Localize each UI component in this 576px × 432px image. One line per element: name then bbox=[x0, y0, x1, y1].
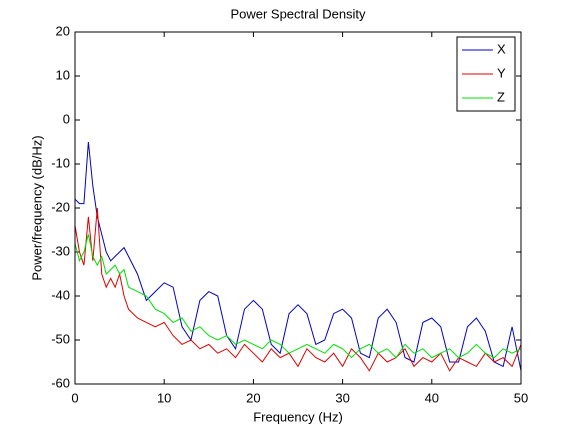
x-tick-label: 0 bbox=[71, 390, 78, 405]
series-line bbox=[74, 141, 522, 371]
x-tick-label: 20 bbox=[246, 390, 260, 405]
x-axis-label: Frequency (Hz) bbox=[253, 409, 343, 424]
legend-label: Y bbox=[497, 65, 506, 80]
x-tick-label: 40 bbox=[425, 390, 439, 405]
series-line bbox=[74, 234, 522, 359]
series-line bbox=[74, 207, 522, 372]
x-tick-label: 30 bbox=[335, 390, 349, 405]
y-tick-label: -10 bbox=[51, 155, 70, 170]
legend-label: Z bbox=[497, 89, 505, 104]
chart-title: Power Spectral Density bbox=[230, 6, 366, 21]
y-tick-label: 20 bbox=[56, 23, 70, 38]
y-tick-label: 0 bbox=[63, 111, 70, 126]
legend-label: X bbox=[497, 41, 506, 56]
y-tick-label: 10 bbox=[56, 67, 70, 82]
y-tick-label: -60 bbox=[51, 375, 70, 390]
plot-frame bbox=[74, 31, 522, 385]
x-tick-label: 50 bbox=[514, 390, 528, 405]
x-tick-label: 10 bbox=[157, 390, 171, 405]
y-tick-label: -40 bbox=[51, 287, 70, 302]
y-tick-label: -20 bbox=[51, 199, 70, 214]
y-axis-label: Power/frequency (dB/Hz) bbox=[29, 135, 44, 280]
y-tick-label: -30 bbox=[51, 243, 70, 258]
y-tick-label: -50 bbox=[51, 331, 70, 346]
